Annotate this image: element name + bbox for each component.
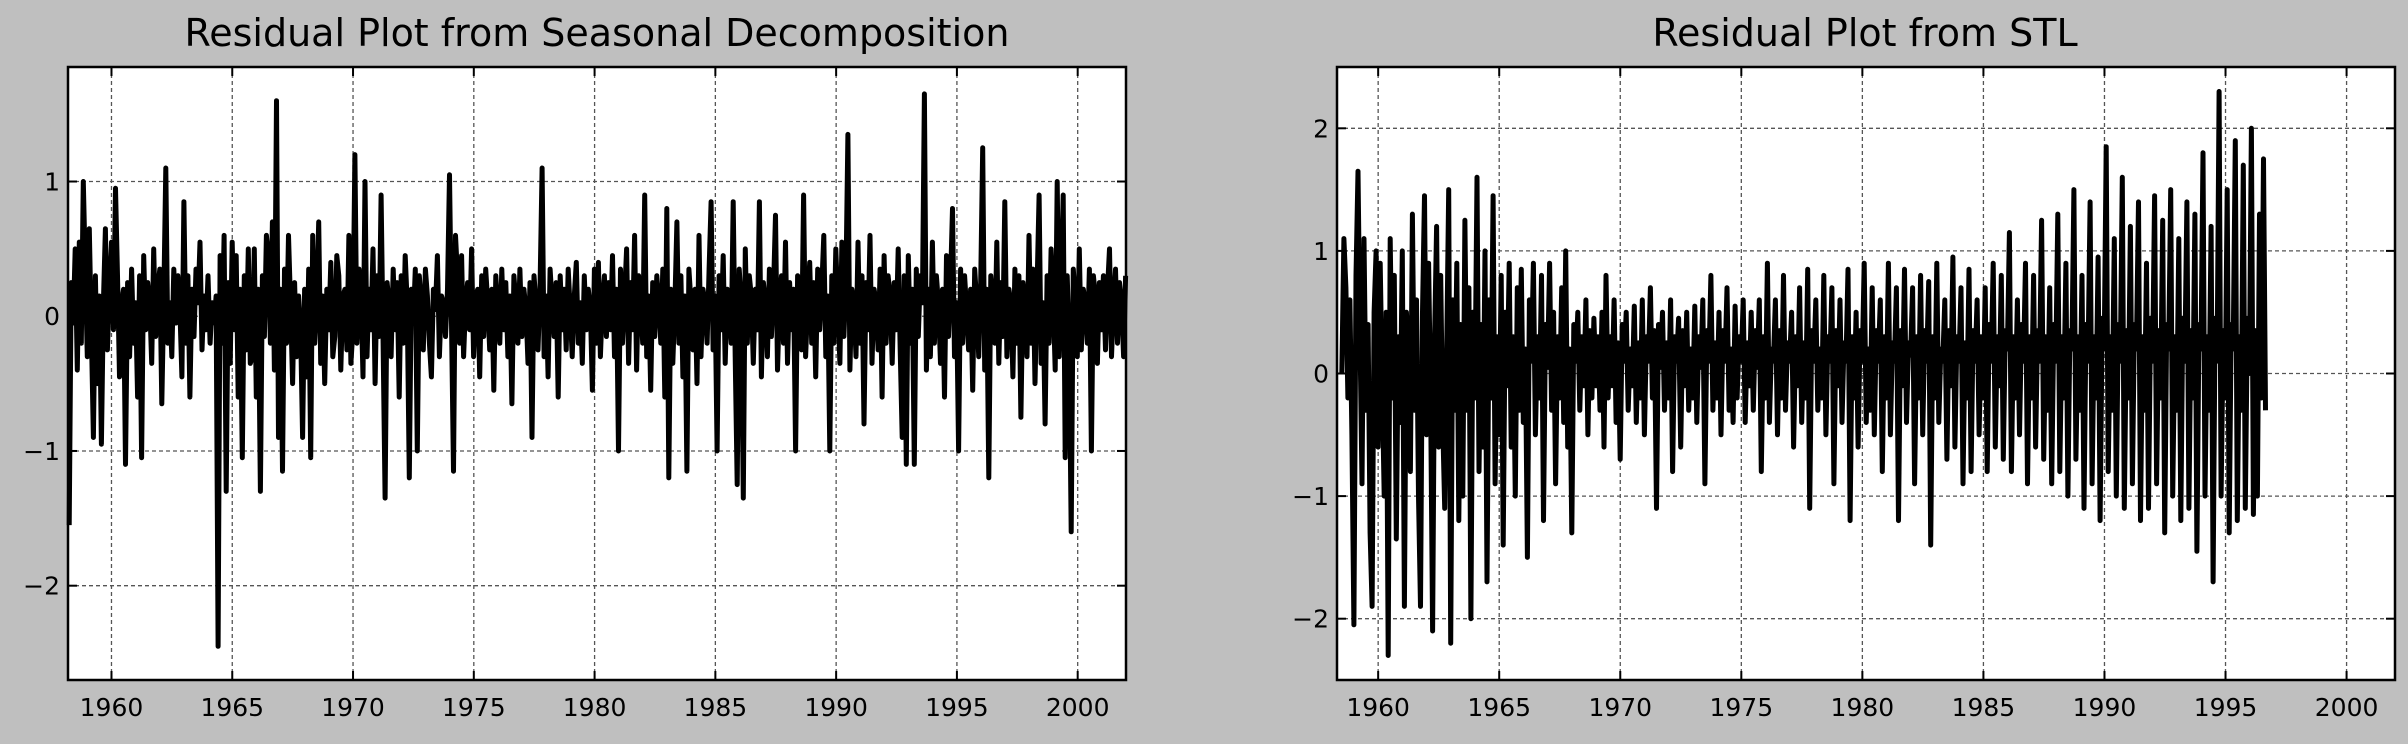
- x-tick-label: 2000: [1046, 693, 1110, 722]
- x-tick-label: 1965: [200, 693, 264, 722]
- y-tick-label: 0: [1313, 360, 1329, 389]
- plot-frame: [66, 65, 1128, 682]
- x-tick-label: 1995: [2194, 693, 2258, 722]
- chart-title: Residual Plot from STL: [1652, 11, 2077, 55]
- y-tick-label: 1: [44, 168, 60, 197]
- chart-panel-seasonal-decomposition: Residual Plot from Seasonal Decompositio…: [23, 11, 1129, 722]
- x-tick-label: 1980: [563, 693, 627, 722]
- residual-series-line: [66, 91, 1129, 649]
- x-tick-label: 1985: [1952, 693, 2016, 722]
- x-tick-label: 1960: [1346, 693, 1410, 722]
- axis-ticks: [1337, 67, 2395, 680]
- y-tick-label: 0: [44, 302, 60, 331]
- x-tick-label: 1975: [1710, 693, 1774, 722]
- x-tick-label: 1970: [1588, 693, 1652, 722]
- x-tick-label: 1980: [1831, 693, 1895, 722]
- y-tick-labels: −2 −1 0 1: [23, 168, 60, 601]
- y-tick-label: 2: [1313, 114, 1329, 143]
- y-tick-label: −1: [1292, 482, 1329, 511]
- x-tick-labels: 1960 1965 1970 1975 1980 1985 1990 1995 2000: [1346, 693, 2378, 722]
- x-tick-label: 1965: [1467, 693, 1531, 722]
- y-tick-label: −2: [1292, 605, 1329, 634]
- x-tick-labels: 1960 1965 1970 1975 1980 1985 1990 1995 2000: [80, 693, 1110, 722]
- y-tick-label: 1: [1313, 237, 1329, 266]
- x-tick-label: 1985: [684, 693, 748, 722]
- y-tick-label: −1: [23, 437, 60, 466]
- axis-ticks: [68, 67, 1126, 680]
- x-tick-label: 1995: [925, 693, 989, 722]
- x-tick-label: 1975: [442, 693, 506, 722]
- y-tick-label: −2: [23, 572, 60, 601]
- x-tick-label: 1960: [80, 693, 144, 722]
- plot-frame: [1335, 65, 2397, 682]
- x-tick-label: 1990: [804, 693, 868, 722]
- x-tick-label: 1970: [321, 693, 385, 722]
- y-tick-labels: −2 −1 0 1 2: [1292, 114, 1329, 633]
- residual-series-line: [1339, 89, 2268, 658]
- x-tick-label: 1990: [2073, 693, 2137, 722]
- chart-title: Residual Plot from Seasonal Decompositio…: [185, 11, 1010, 55]
- chart-panel-stl: Residual Plot from STL 1960 1965 1970 1975 1…: [1292, 11, 2397, 722]
- x-tick-label: 2000: [2315, 693, 2379, 722]
